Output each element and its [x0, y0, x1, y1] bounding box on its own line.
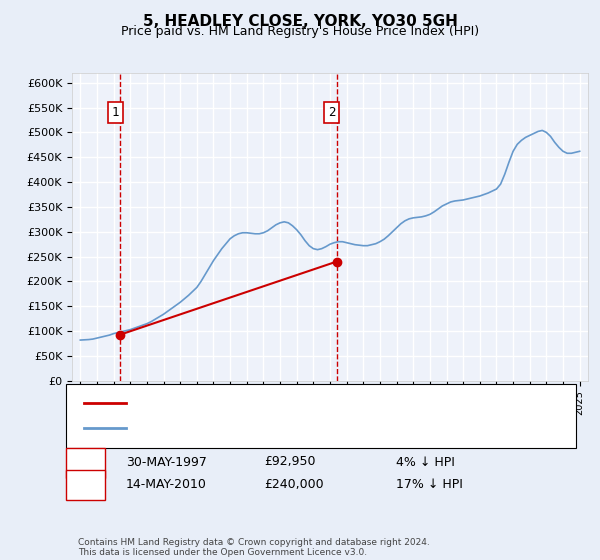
- Text: 4% ↓ HPI: 4% ↓ HPI: [396, 455, 455, 469]
- Text: 2: 2: [328, 106, 335, 119]
- Text: HPI: Average price, detached house, York: HPI: Average price, detached house, York: [132, 423, 361, 433]
- Text: 30-MAY-1997: 30-MAY-1997: [126, 455, 207, 469]
- Text: 5, HEADLEY CLOSE, YORK, YO30 5GH: 5, HEADLEY CLOSE, YORK, YO30 5GH: [143, 14, 457, 29]
- Text: 2: 2: [82, 478, 89, 491]
- Text: 17% ↓ HPI: 17% ↓ HPI: [396, 478, 463, 491]
- Text: 1: 1: [82, 455, 89, 469]
- Text: Price paid vs. HM Land Registry's House Price Index (HPI): Price paid vs. HM Land Registry's House …: [121, 25, 479, 38]
- Text: 5, HEADLEY CLOSE, YORK, YO30 5GH (detached house): 5, HEADLEY CLOSE, YORK, YO30 5GH (detach…: [132, 398, 440, 408]
- Text: £92,950: £92,950: [264, 455, 316, 469]
- Text: £240,000: £240,000: [264, 478, 323, 491]
- Text: Contains HM Land Registry data © Crown copyright and database right 2024.
This d: Contains HM Land Registry data © Crown c…: [78, 538, 430, 557]
- Text: 14-MAY-2010: 14-MAY-2010: [126, 478, 207, 491]
- Text: 1: 1: [112, 106, 119, 119]
